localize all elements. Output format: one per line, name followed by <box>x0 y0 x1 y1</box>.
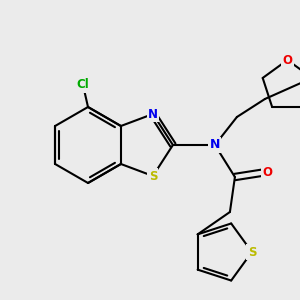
Text: O: O <box>282 53 292 67</box>
Text: O: O <box>262 166 272 178</box>
Text: N: N <box>210 139 220 152</box>
Text: S: S <box>248 245 256 259</box>
Text: S: S <box>149 169 157 182</box>
Text: N: N <box>148 107 158 121</box>
Text: Cl: Cl <box>76 79 89 92</box>
